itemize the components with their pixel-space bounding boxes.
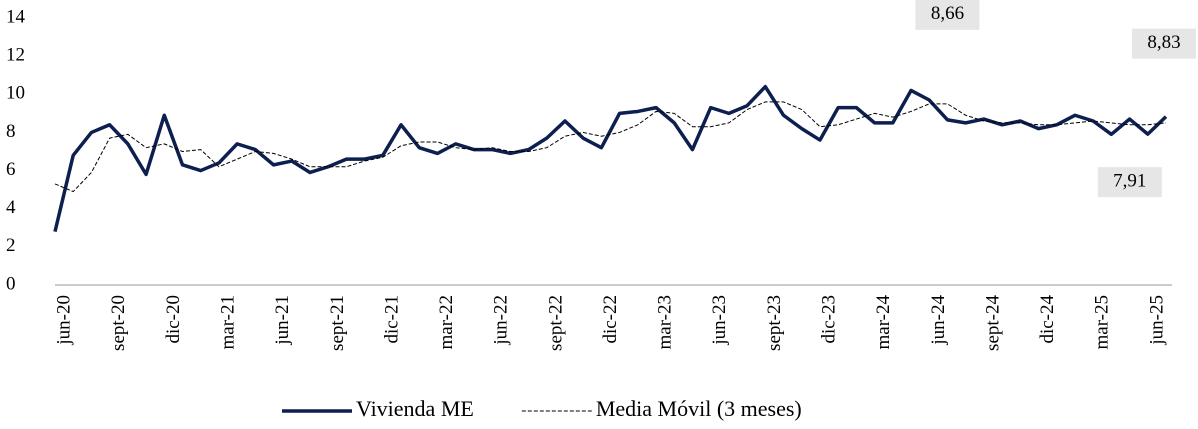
x-tick-label: jun-23 bbox=[709, 295, 730, 346]
y-tick-label: 2 bbox=[6, 235, 16, 256]
x-tick-label: dic-24 bbox=[1037, 295, 1058, 344]
series-line bbox=[54, 101, 1167, 193]
x-tick-label: jun-21 bbox=[272, 295, 293, 346]
y-tick-label: 10 bbox=[6, 83, 25, 104]
x-tick-label: mar-21 bbox=[217, 295, 238, 350]
label-box bbox=[1132, 28, 1196, 59]
x-tick-label: jun-25 bbox=[1146, 295, 1167, 346]
legend-label: Vivienda ME bbox=[356, 396, 474, 421]
y-tick-label: 12 bbox=[6, 45, 25, 66]
x-tick-label: mar-22 bbox=[436, 295, 457, 350]
y-tick-label: 14 bbox=[6, 6, 26, 27]
y-tick-label: 0 bbox=[6, 273, 16, 294]
series-line bbox=[53, 84, 1168, 233]
y-tick-label: 8 bbox=[6, 121, 16, 142]
x-tick-label: sept-21 bbox=[327, 295, 348, 351]
y-tick-label: 4 bbox=[6, 197, 16, 218]
x-tick-label: dic-22 bbox=[600, 295, 621, 344]
x-tick-label: mar-23 bbox=[655, 295, 676, 350]
x-tick-label: jun-24 bbox=[928, 295, 949, 346]
x-tick-label: sept-24 bbox=[982, 295, 1003, 351]
x-tick-label: dic-21 bbox=[381, 295, 402, 344]
x-tick-label: sept-22 bbox=[545, 295, 566, 351]
y-tick-label: 6 bbox=[6, 159, 16, 180]
x-tick-label: jun-22 bbox=[491, 295, 512, 346]
x-tick-label: sept-20 bbox=[108, 295, 129, 351]
x-tick-label: sept-23 bbox=[764, 295, 785, 351]
x-tick-label: dic-20 bbox=[163, 295, 184, 344]
label-box bbox=[1097, 167, 1162, 198]
legend-label: Media Móvil (3 meses) bbox=[596, 396, 802, 421]
x-tick-label: mar-25 bbox=[1092, 295, 1113, 350]
data-label: 8,66 bbox=[931, 3, 964, 24]
x-tick-label: jun-20 bbox=[54, 295, 75, 346]
label-box bbox=[915, 0, 980, 30]
x-tick-label: dic-23 bbox=[819, 295, 840, 344]
data-label: 7,91 bbox=[1113, 171, 1146, 192]
data-label: 8,83 bbox=[1147, 32, 1180, 53]
x-tick-label: mar-24 bbox=[873, 295, 894, 350]
